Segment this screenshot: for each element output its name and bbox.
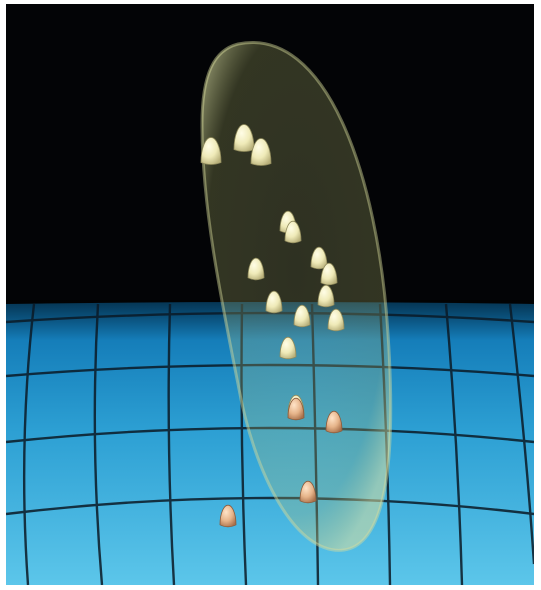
light-marker bbox=[200, 137, 222, 165]
grid-line-v bbox=[22, 303, 36, 585]
grid-line-v bbox=[508, 303, 534, 565]
light-marker bbox=[317, 284, 335, 308]
warm-marker bbox=[325, 410, 343, 434]
light-marker bbox=[247, 257, 265, 281]
scene-image bbox=[6, 4, 534, 585]
light-marker bbox=[293, 304, 311, 328]
warm-marker bbox=[219, 504, 237, 528]
marker-group bbox=[200, 124, 345, 528]
warm-marker bbox=[287, 397, 305, 421]
scene-svg bbox=[6, 4, 534, 585]
light-marker bbox=[327, 308, 345, 332]
light-marker bbox=[284, 220, 302, 244]
light-marker bbox=[279, 336, 297, 360]
light-marker bbox=[250, 138, 272, 166]
grid-line-h bbox=[6, 496, 534, 516]
light-marker bbox=[310, 246, 328, 270]
grid-line-v bbox=[167, 303, 176, 585]
light-marker bbox=[233, 124, 255, 152]
grid-line-v bbox=[93, 303, 104, 585]
light-marker bbox=[265, 290, 283, 314]
confidence-ellipsoid bbox=[200, 41, 393, 552]
warm-marker bbox=[299, 480, 317, 504]
grid-line-v bbox=[444, 303, 464, 585]
light-marker bbox=[320, 262, 338, 286]
